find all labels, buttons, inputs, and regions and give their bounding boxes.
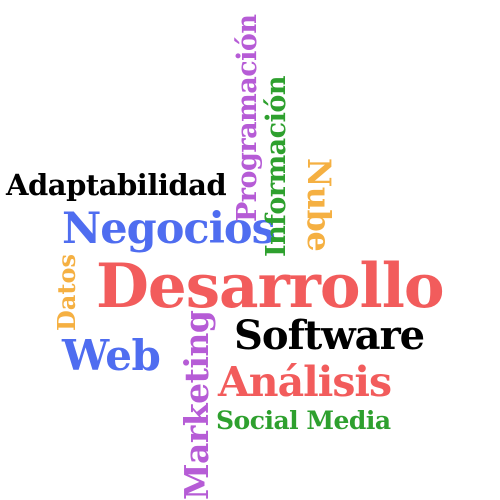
word-nube: Nube [300,158,338,252]
word-marketing: Marketing [177,310,216,500]
word-datos: Datos [52,254,81,331]
word-social-media: Social Media [216,406,391,435]
word-software: Software [234,312,425,359]
word-web: Web [62,331,161,380]
word-programacion: Programación [232,14,263,222]
word-adaptabilidad: Adaptabilidad [6,168,227,202]
word-analisis: Análisis [218,358,392,406]
word-desarrollo: Desarrollo [96,251,445,322]
word-negocios: Negocios [62,204,276,254]
word-informacion: Información [261,75,292,257]
